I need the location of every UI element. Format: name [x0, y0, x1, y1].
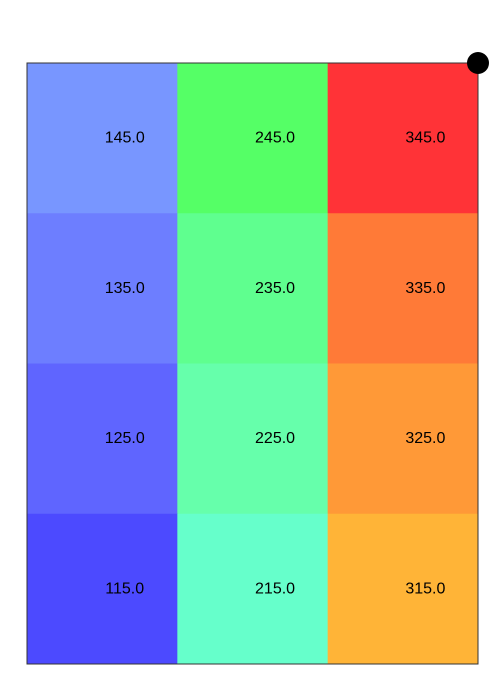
heatmap-cell-label-r1-c2: 335.0 — [405, 280, 445, 297]
labels-layer: 145.0 245.0 345.0 135.0 235.0 335.0 125.0 225.0… — [105, 130, 446, 598]
heatmap-cell-r2-c2 — [327, 363, 479, 515]
heatmap-cell-label-r3-c2: 315.0 — [405, 580, 445, 597]
heatmap-cell-label-r0-c2: 345.0 — [405, 130, 445, 147]
heatmap-cell-label-r3-c0: 115.0 — [105, 580, 144, 597]
heatmap-cell-label-r2-c1: 225.0 — [255, 430, 295, 447]
heatmap-cell-label-r0-c1: 245.0 — [255, 130, 295, 147]
heatmap-cell-label-r2-c0: 125.0 — [105, 430, 145, 447]
corner-marker — [467, 52, 489, 74]
heatmap-cell-r1-c2 — [327, 213, 479, 364]
heatmap-cell-label-r3-c1: 215.0 — [255, 580, 295, 597]
heatmap-cell-label-r1-c0: 135.0 — [105, 280, 145, 297]
heatmap-cell-r3-c2 — [327, 513, 479, 665]
plot-frame — [26, 62, 479, 665]
heatmap-cell-label-r2-c2: 325.0 — [405, 430, 445, 447]
heatmap-cell-r1-c0 — [27, 213, 178, 364]
heatmap-cell-r0-c0 — [27, 63, 178, 214]
heatmap-cell-r2-c0 — [27, 363, 178, 515]
heatmap-cell-r1-c1 — [177, 213, 329, 364]
heatmap-cell-r0-c2 — [327, 63, 479, 214]
heatmap-cell-r2-c1 — [177, 363, 329, 515]
cells-layer — [27, 63, 479, 665]
heatmap-cell-label-r1-c1: 235.0 — [255, 280, 295, 297]
heatmap-cell-r0-c1 — [177, 63, 329, 214]
heatmap-cell-label-r0-c0: 145.0 — [105, 130, 145, 147]
heatmap-cell-r3-c0 — [27, 513, 178, 665]
heatmap-cell-r3-c1 — [177, 513, 329, 665]
